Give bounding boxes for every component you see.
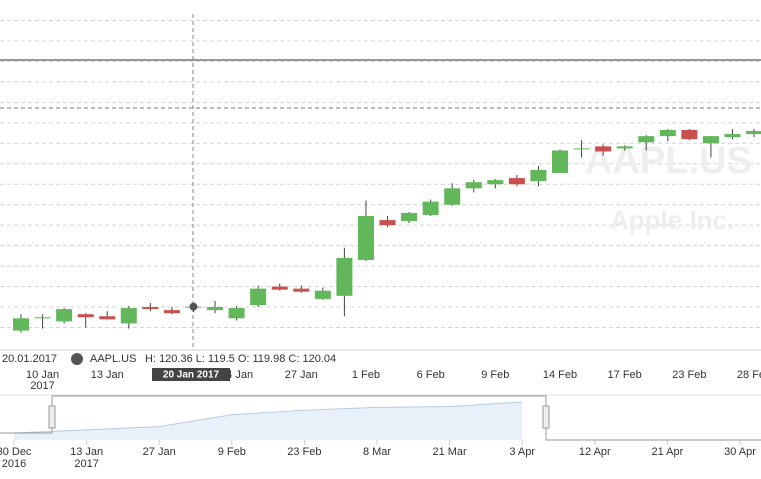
candle-body	[357, 215, 374, 260]
candle-body	[702, 136, 719, 144]
x-tick-sublabel: 2017	[30, 380, 54, 392]
x-tick-label: 28 Feb	[737, 369, 761, 381]
legend-dot	[71, 353, 83, 365]
navigator-outline	[0, 395, 761, 441]
legend-value: 120.04	[302, 353, 336, 365]
candle-body	[401, 212, 418, 222]
candle-body	[77, 314, 94, 318]
legend-label: C:	[288, 353, 299, 365]
candle-body	[163, 310, 180, 314]
x-tick-label: 1 Feb	[352, 369, 380, 381]
x-tick-label: 17 Feb	[608, 369, 642, 381]
watermark-symbol: AAPL.US	[585, 140, 752, 182]
navigator-tick-label: 9 Feb	[218, 446, 246, 458]
candle-body	[724, 134, 741, 138]
legend-label: H:	[145, 353, 156, 365]
navigator-tick-label: 21 Mar	[432, 446, 467, 458]
navigator-line	[13, 401, 523, 434]
x-tick-label: 23 Feb	[672, 369, 706, 381]
navigator-area	[14, 402, 523, 440]
candle-body	[465, 182, 482, 189]
candle-body	[552, 150, 568, 173]
candle-body	[293, 288, 310, 292]
navigator-tick-label: 23 Feb	[287, 446, 321, 458]
candle-body	[681, 129, 698, 140]
legend-label: L:	[196, 353, 205, 365]
candle-body	[314, 290, 331, 299]
candle-body	[422, 201, 439, 215]
crosshair-label: 20 Jan 2017	[163, 370, 220, 381]
navigator-tick-label: 21 Apr	[651, 446, 683, 458]
navigator-tick-label: 3 Apr	[509, 446, 535, 458]
candle-body	[573, 148, 590, 150]
candle-body	[508, 178, 525, 185]
candle-body	[530, 169, 547, 182]
candle-body	[13, 318, 29, 331]
x-tick-label: 10 Jan	[26, 369, 59, 381]
candle-body	[271, 286, 288, 290]
candle-body	[250, 288, 267, 306]
navigator-tick-label: 13 Jan	[70, 446, 103, 458]
x-tick-label: 9 Feb	[481, 369, 509, 381]
navigator-tick-label: 30 Apr	[724, 446, 756, 458]
legend-value: 120.36	[159, 353, 193, 365]
x-tick-label: 13 Jan	[91, 369, 124, 381]
legend-value: 119.5	[208, 353, 235, 365]
candles	[13, 128, 761, 333]
navigator-tick-label: 8 Mar	[363, 446, 391, 458]
legend: 20.01.2017 AAPL.US H: 120.36 L: 119.5 O:…	[2, 353, 336, 365]
x-tick-label: 14 Feb	[543, 369, 577, 381]
navigator-tick-label: 12 Apr	[579, 446, 611, 458]
legend-values: H: 120.36 L: 119.5 O: 119.98 C: 120.04	[145, 353, 336, 365]
navigator-tick-sublabel: 2017	[74, 458, 98, 470]
legend-label: O:	[238, 353, 250, 365]
crosshair-label-box	[152, 368, 230, 381]
candle-body	[444, 188, 461, 205]
candle-body	[34, 317, 51, 319]
legend-date: 20.01.2017	[2, 353, 57, 365]
candle-body	[659, 129, 676, 137]
x-tick-label: 6 Feb	[417, 369, 445, 381]
legend-symbol: AAPL.US	[90, 353, 136, 365]
grid	[0, 19, 761, 329]
candle-body	[379, 220, 396, 226]
navigator-tick-sublabel: 2016	[2, 458, 26, 470]
candle-body	[336, 257, 353, 296]
candle-body	[746, 131, 761, 135]
x-tick-label: 27 Jan	[285, 369, 318, 381]
candle-body	[595, 146, 612, 152]
candle-body	[56, 309, 73, 322]
candle-body	[228, 308, 245, 319]
navigator-handle[interactable]	[542, 405, 550, 429]
navigator-handle[interactable]	[48, 405, 56, 429]
candle-body	[142, 307, 159, 310]
navigator-tick-label: 30 Dec	[0, 446, 32, 458]
candle-body	[487, 180, 504, 185]
crosshair-marker	[189, 302, 198, 311]
navigator-tick-label: 27 Jan	[143, 446, 176, 458]
candle-body	[99, 316, 116, 320]
watermark-name: Apple Inc.	[610, 205, 734, 235]
candle-body	[207, 307, 224, 311]
candle-body	[638, 136, 655, 143]
candle-body	[120, 308, 137, 324]
legend-value: 119.98	[253, 353, 286, 365]
candle-body	[616, 146, 633, 149]
